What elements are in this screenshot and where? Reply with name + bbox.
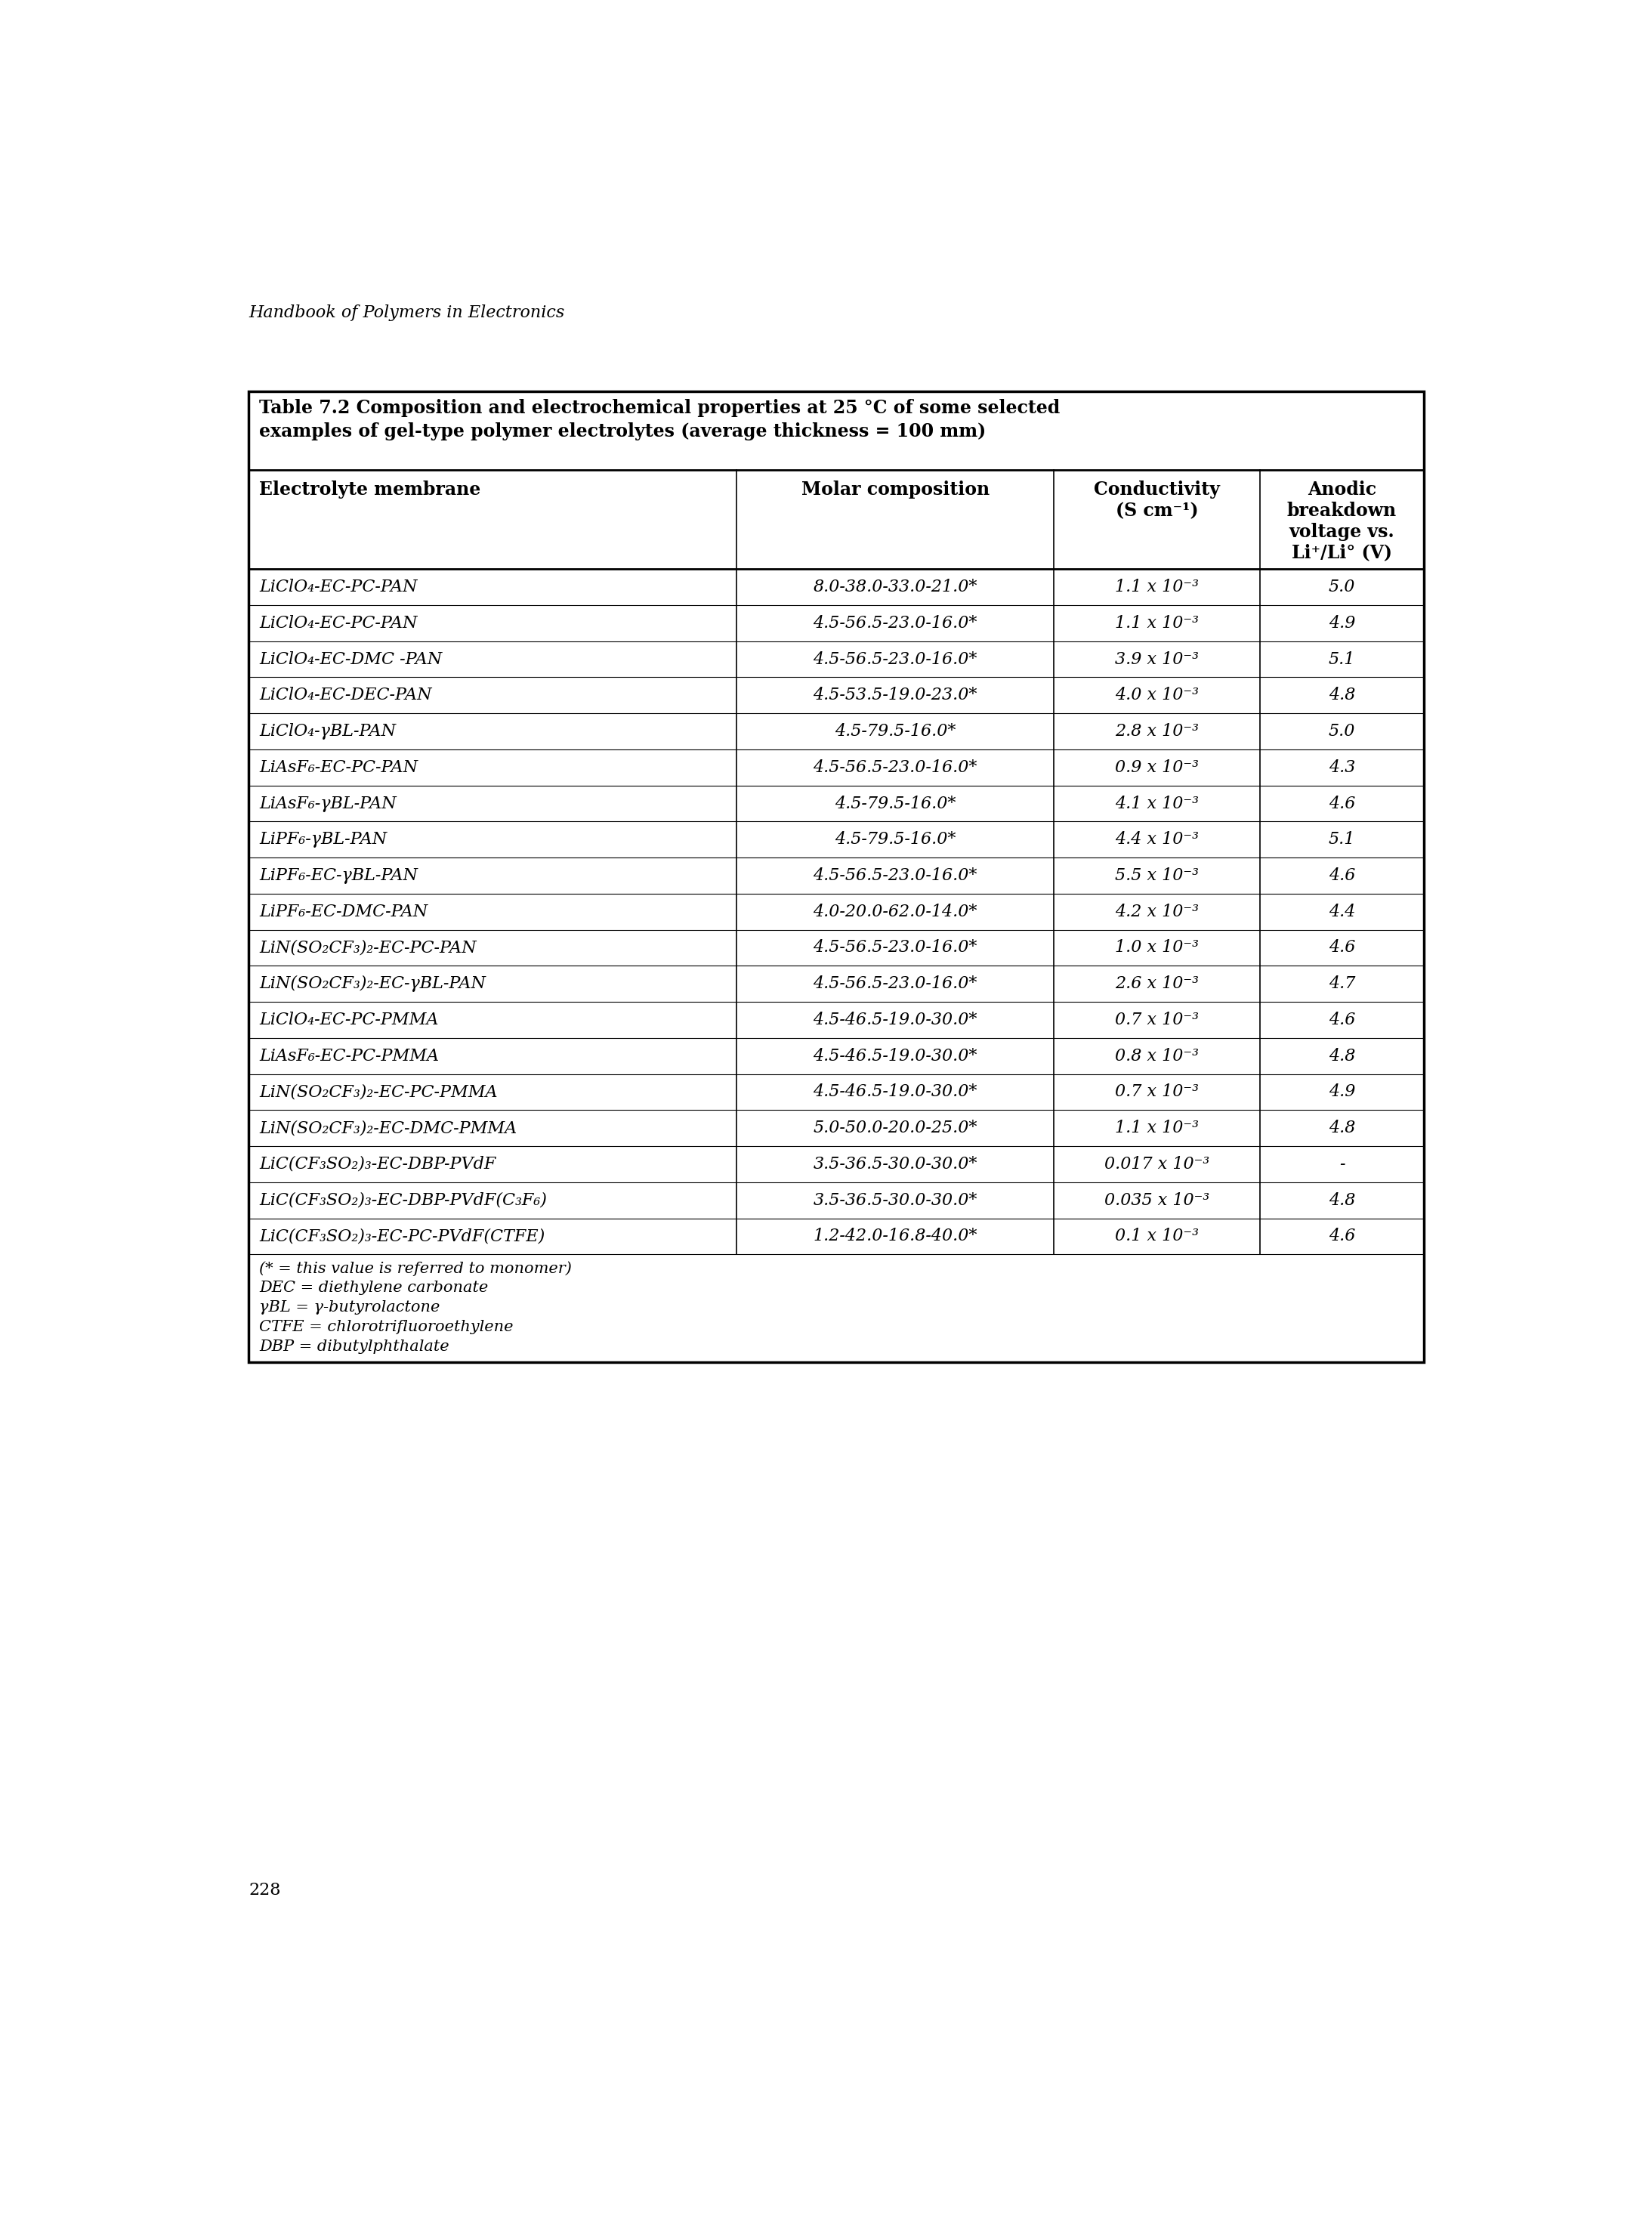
Text: LiClO₄-EC-PC-PAN: LiClO₄-EC-PC-PAN (259, 616, 418, 631)
Text: 3.9 x 10⁻³: 3.9 x 10⁻³ (1115, 651, 1199, 667)
Text: 4.5-46.5-19.0-30.0*: 4.5-46.5-19.0-30.0* (813, 1049, 978, 1064)
Text: Table 7.2 Composition and electrochemical properties at 25 °C of some selected
e: Table 7.2 Composition and electrochemica… (259, 399, 1061, 440)
Text: CTFE = chlorotrifluoroethylene: CTFE = chlorotrifluoroethylene (259, 1321, 514, 1334)
Text: 4.9: 4.9 (1328, 616, 1355, 631)
Text: LiN(SO₂CF₃)₂-EC-γBL-PAN: LiN(SO₂CF₃)₂-EC-γBL-PAN (259, 975, 486, 993)
Text: 8.0-38.0-33.0-21.0*: 8.0-38.0-33.0-21.0* (813, 578, 978, 596)
Text: 4.6: 4.6 (1328, 939, 1355, 957)
Text: 4.6: 4.6 (1328, 1227, 1355, 1245)
Text: LiClO₄-EC-DMC -PAN: LiClO₄-EC-DMC -PAN (259, 651, 443, 667)
Text: 2.8 x 10⁻³: 2.8 x 10⁻³ (1115, 723, 1199, 741)
Text: 0.8 x 10⁻³: 0.8 x 10⁻³ (1115, 1049, 1199, 1064)
Text: LiPF₆-EC-DMC-PAN: LiPF₆-EC-DMC-PAN (259, 904, 428, 919)
Text: 4.8: 4.8 (1328, 687, 1355, 703)
Text: 0.7 x 10⁻³: 0.7 x 10⁻³ (1115, 1084, 1199, 1100)
Text: 2.6 x 10⁻³: 2.6 x 10⁻³ (1115, 975, 1199, 993)
Text: LiClO₄-γBL-PAN: LiClO₄-γBL-PAN (259, 723, 396, 741)
Text: 3.5-36.5-30.0-30.0*: 3.5-36.5-30.0-30.0* (813, 1191, 978, 1209)
Text: LiClO₄-EC-PC-PAN: LiClO₄-EC-PC-PAN (259, 578, 418, 596)
Bar (249, 393, 1424, 1361)
Text: 4.6: 4.6 (1328, 868, 1355, 883)
Text: 4.2 x 10⁻³: 4.2 x 10⁻³ (1115, 904, 1199, 919)
Text: 4.5-56.5-23.0-16.0*: 4.5-56.5-23.0-16.0* (813, 759, 978, 776)
Text: 4.5-46.5-19.0-30.0*: 4.5-46.5-19.0-30.0* (813, 1011, 978, 1028)
Text: 4.5-79.5-16.0*: 4.5-79.5-16.0* (834, 832, 957, 848)
Text: 4.4: 4.4 (1328, 904, 1355, 919)
Text: LiClO₄-EC-DEC-PAN: LiClO₄-EC-DEC-PAN (259, 687, 431, 703)
Text: LiClO₄-EC-PC-PMMA: LiClO₄-EC-PC-PMMA (259, 1011, 438, 1028)
Text: LiC(CF₃SO₂)₃-EC-PC-PVdF(CTFE): LiC(CF₃SO₂)₃-EC-PC-PVdF(CTFE) (259, 1227, 545, 1245)
Text: γBL = γ-butyrolactone: γBL = γ-butyrolactone (259, 1301, 439, 1314)
Text: (* = this value is referred to monomer): (* = this value is referred to monomer) (259, 1261, 572, 1276)
Text: 1.1 x 10⁻³: 1.1 x 10⁻³ (1115, 616, 1199, 631)
Text: LiN(SO₂CF₃)₂-EC-PC-PAN: LiN(SO₂CF₃)₂-EC-PC-PAN (259, 939, 476, 957)
Text: Molar composition: Molar composition (801, 480, 990, 500)
Text: 4.5-56.5-23.0-16.0*: 4.5-56.5-23.0-16.0* (813, 868, 978, 883)
Text: 4.0-20.0-62.0-14.0*: 4.0-20.0-62.0-14.0* (813, 904, 978, 919)
Text: LiN(SO₂CF₃)₂-EC-PC-PMMA: LiN(SO₂CF₃)₂-EC-PC-PMMA (259, 1084, 497, 1100)
Text: 0.017 x 10⁻³: 0.017 x 10⁻³ (1104, 1156, 1209, 1174)
Text: 4.5-53.5-19.0-23.0*: 4.5-53.5-19.0-23.0* (813, 687, 978, 703)
Text: Conductivity
(S cm⁻¹): Conductivity (S cm⁻¹) (1094, 480, 1219, 520)
Text: 1.0 x 10⁻³: 1.0 x 10⁻³ (1115, 939, 1199, 957)
Text: 4.7: 4.7 (1328, 975, 1355, 993)
Text: -: - (1340, 1156, 1345, 1174)
Text: 5.5 x 10⁻³: 5.5 x 10⁻³ (1115, 868, 1199, 883)
Text: LiAsF₆-γBL-PAN: LiAsF₆-γBL-PAN (259, 794, 396, 812)
Text: 4.5-56.5-23.0-16.0*: 4.5-56.5-23.0-16.0* (813, 651, 978, 667)
Text: 4.8: 4.8 (1328, 1049, 1355, 1064)
Text: LiPF₆-γBL-PAN: LiPF₆-γBL-PAN (259, 832, 387, 848)
Text: 4.5-56.5-23.0-16.0*: 4.5-56.5-23.0-16.0* (813, 616, 978, 631)
Text: 5.0: 5.0 (1328, 578, 1355, 596)
Text: 1.1 x 10⁻³: 1.1 x 10⁻³ (1115, 578, 1199, 596)
Text: 4.5-79.5-16.0*: 4.5-79.5-16.0* (834, 723, 957, 741)
Text: 1.2-42.0-16.8-40.0*: 1.2-42.0-16.8-40.0* (813, 1227, 978, 1245)
Text: 4.6: 4.6 (1328, 794, 1355, 812)
Text: 4.4 x 10⁻³: 4.4 x 10⁻³ (1115, 832, 1199, 848)
Text: 5.0: 5.0 (1328, 723, 1355, 741)
Text: 5.1: 5.1 (1328, 651, 1355, 667)
Text: LiPF₆-EC-γBL-PAN: LiPF₆-EC-γBL-PAN (259, 868, 418, 883)
Text: 0.7 x 10⁻³: 0.7 x 10⁻³ (1115, 1011, 1199, 1028)
Text: 4.8: 4.8 (1328, 1120, 1355, 1136)
Text: 4.9: 4.9 (1328, 1084, 1355, 1100)
Text: 4.8: 4.8 (1328, 1191, 1355, 1209)
Text: DBP = dibutylphthalate: DBP = dibutylphthalate (259, 1339, 449, 1354)
Text: Electrolyte membrane: Electrolyte membrane (259, 480, 481, 500)
Text: DEC = diethylene carbonate: DEC = diethylene carbonate (259, 1281, 489, 1296)
Text: 1.1 x 10⁻³: 1.1 x 10⁻³ (1115, 1120, 1199, 1136)
Text: 4.6: 4.6 (1328, 1011, 1355, 1028)
Text: LiC(CF₃SO₂)₃-EC-DBP-PVdF: LiC(CF₃SO₂)₃-EC-DBP-PVdF (259, 1156, 496, 1174)
Text: 3.5-36.5-30.0-30.0*: 3.5-36.5-30.0-30.0* (813, 1156, 978, 1174)
Text: 4.3: 4.3 (1328, 759, 1355, 776)
Text: LiC(CF₃SO₂)₃-EC-DBP-PVdF(C₃F₆): LiC(CF₃SO₂)₃-EC-DBP-PVdF(C₃F₆) (259, 1191, 547, 1209)
Text: 0.9 x 10⁻³: 0.9 x 10⁻³ (1115, 759, 1199, 776)
Text: 4.5-56.5-23.0-16.0*: 4.5-56.5-23.0-16.0* (813, 939, 978, 957)
Text: LiAsF₆-EC-PC-PMMA: LiAsF₆-EC-PC-PMMA (259, 1049, 439, 1064)
Text: 4.5-79.5-16.0*: 4.5-79.5-16.0* (834, 794, 957, 812)
Text: LiAsF₆-EC-PC-PAN: LiAsF₆-EC-PC-PAN (259, 759, 418, 776)
Text: 5.1: 5.1 (1328, 832, 1355, 848)
Text: 4.0 x 10⁻³: 4.0 x 10⁻³ (1115, 687, 1199, 703)
Text: 0.1 x 10⁻³: 0.1 x 10⁻³ (1115, 1227, 1199, 1245)
Text: Handbook of Polymers in Electronics: Handbook of Polymers in Electronics (249, 303, 565, 321)
Text: 228: 228 (249, 1881, 281, 1899)
Text: Anodic
breakdown
voltage vs.
Li⁺/Li° (V): Anodic breakdown voltage vs. Li⁺/Li° (V) (1287, 480, 1396, 562)
Text: 0.035 x 10⁻³: 0.035 x 10⁻³ (1104, 1191, 1209, 1209)
Text: 4.5-56.5-23.0-16.0*: 4.5-56.5-23.0-16.0* (813, 975, 978, 993)
Text: 5.0-50.0-20.0-25.0*: 5.0-50.0-20.0-25.0* (813, 1120, 978, 1136)
Text: 4.5-46.5-19.0-30.0*: 4.5-46.5-19.0-30.0* (813, 1084, 978, 1100)
Text: LiN(SO₂CF₃)₂-EC-DMC-PMMA: LiN(SO₂CF₃)₂-EC-DMC-PMMA (259, 1120, 517, 1136)
Text: 4.1 x 10⁻³: 4.1 x 10⁻³ (1115, 794, 1199, 812)
